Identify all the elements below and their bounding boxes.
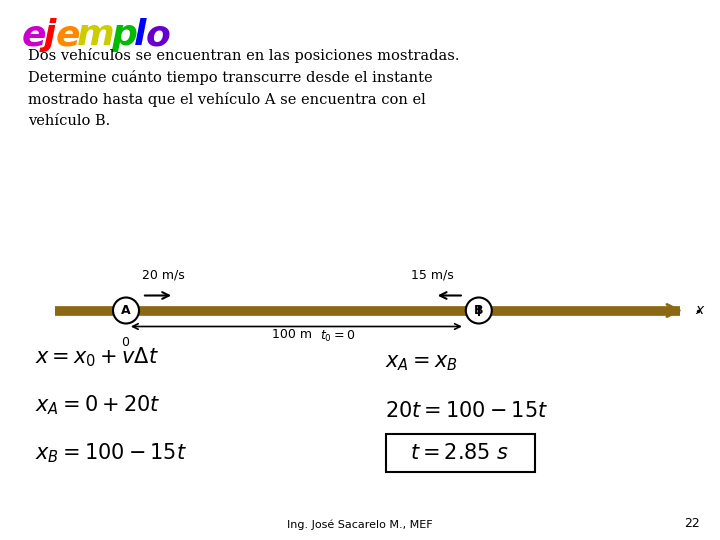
Text: j: j [44, 18, 56, 52]
Text: mostrado hasta que el vehículo A se encuentra con el: mostrado hasta que el vehículo A se encu… [28, 92, 426, 107]
Text: Determine cuánto tiempo transcurre desde el instante: Determine cuánto tiempo transcurre desde… [28, 70, 433, 85]
Text: B: B [474, 304, 484, 317]
Text: $t_0 = 0$: $t_0 = 0$ [320, 328, 355, 343]
Text: $x_A = x_B$: $x_A = x_B$ [385, 353, 458, 373]
Text: l: l [135, 18, 147, 52]
Text: Dos vehículos se encuentran en las posiciones mostradas.: Dos vehículos se encuentran en las posic… [28, 48, 459, 63]
Text: 20 m/s: 20 m/s [142, 268, 185, 281]
Text: $x = x_0 + v\Delta t$: $x = x_0 + v\Delta t$ [35, 345, 159, 369]
Text: Ing. José Sacarelo M., MEF: Ing. José Sacarelo M., MEF [287, 519, 433, 530]
FancyBboxPatch shape [385, 434, 534, 472]
Text: 0: 0 [121, 335, 129, 348]
Text: $20t = 100 - 15t$: $20t = 100 - 15t$ [385, 401, 548, 421]
Circle shape [113, 298, 139, 323]
Text: e: e [22, 18, 47, 52]
Text: A: A [121, 304, 131, 317]
Text: 100 m: 100 m [272, 327, 312, 341]
Text: vehículo B.: vehículo B. [28, 114, 110, 128]
Text: e: e [55, 18, 80, 52]
Circle shape [466, 298, 492, 323]
Text: $x_A = 0 + 20t$: $x_A = 0 + 20t$ [35, 393, 161, 416]
Text: $t = 2.85 \ s$: $t = 2.85 \ s$ [410, 443, 510, 463]
Text: 22: 22 [684, 517, 700, 530]
Text: 15 m/s: 15 m/s [411, 268, 454, 281]
Text: o: o [145, 18, 171, 52]
Text: m: m [77, 18, 115, 52]
Text: p: p [111, 18, 137, 52]
Text: x: x [695, 303, 703, 318]
Text: $x_B = 100 - 15t$: $x_B = 100 - 15t$ [35, 441, 187, 464]
